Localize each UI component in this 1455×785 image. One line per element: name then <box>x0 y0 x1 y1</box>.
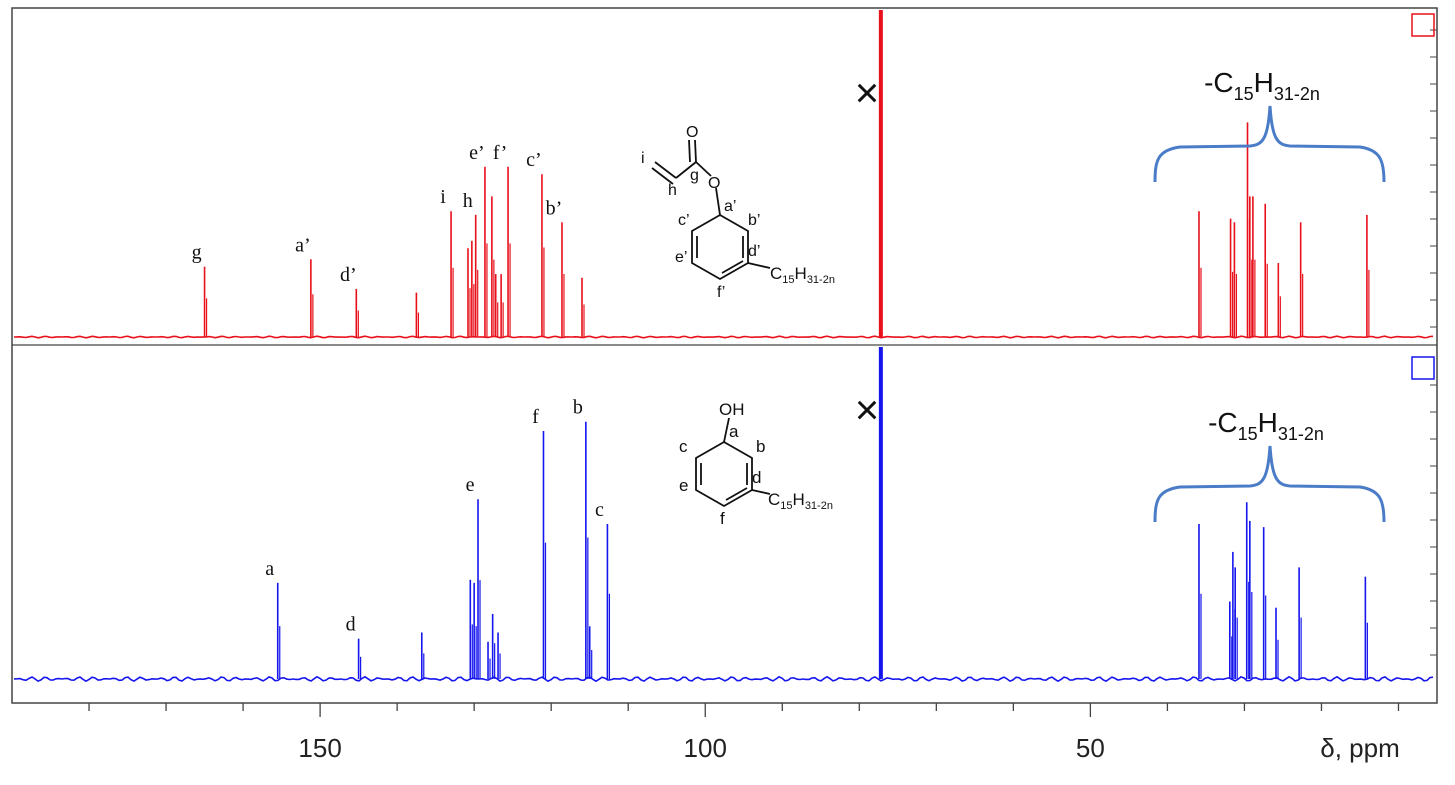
peak-label: c <box>595 499 604 521</box>
x-tick-label: 150 <box>298 733 341 763</box>
peak-label: d’ <box>340 264 357 286</box>
bottom-spectrum <box>13 347 1434 683</box>
x-axis-label: δ, ppm <box>1320 733 1400 763</box>
top-struct-f-prime: f’ <box>717 284 725 301</box>
top-struct-a-prime: a’ <box>724 198 736 215</box>
peak-label: e <box>466 474 475 496</box>
peak-label: f’ <box>493 142 507 164</box>
top-struct-sub-mid: H <box>795 264 807 283</box>
peak-label: a’ <box>295 234 311 256</box>
top-struct-sub-1: 15 <box>782 274 794 286</box>
peak-label: b <box>573 397 583 419</box>
top-struct-carbonyl-o: O <box>686 124 698 141</box>
top-struct-i: i <box>641 150 645 167</box>
bottom-bracket-mid: H <box>1258 407 1278 438</box>
top-struct-h: h <box>668 182 677 199</box>
top-struct-g: g <box>690 167 699 184</box>
peak-label: g <box>192 242 202 264</box>
bottom-struct-a: a <box>729 422 739 441</box>
peak-labels: g a’ d’ i h e’ f’ c’ b’ a d e f b c <box>192 142 604 636</box>
peak-label: f <box>532 406 539 428</box>
bottom-struct-sub-2: 31-2n <box>805 500 833 512</box>
x-axis: 150 100 50 <box>88 703 1400 763</box>
plot-frame <box>11 7 1438 704</box>
svg-text:C15H31-2n: C15H31-2n <box>770 264 835 286</box>
bottom-struct-f: f <box>720 509 725 528</box>
bottom-bracket-sub1: 15 <box>1238 424 1258 444</box>
bottom-solvent-cross: × <box>855 386 880 433</box>
x-tick-label: 50 <box>1076 733 1105 763</box>
x-tick-label: 100 <box>684 733 727 763</box>
top-panel-marker <box>1411 13 1435 37</box>
bottom-struct-sub-mid: H <box>793 490 805 509</box>
bottom-structure <box>695 417 771 508</box>
bottom-struct-d: d <box>752 468 761 487</box>
peak-label: c’ <box>526 149 542 171</box>
top-spectrum <box>13 10 1434 339</box>
bottom-alkyl-bracket: -C15H31-2n <box>1153 407 1386 523</box>
peak-label: h <box>463 190 473 212</box>
top-bracket-sub1: 15 <box>1234 84 1254 104</box>
top-struct-e-prime: e’ <box>675 249 687 266</box>
bottom-structure-labels: OH c a b d e f C15H31-2n <box>679 400 833 528</box>
bottom-bracket-prefix: -C <box>1208 407 1238 438</box>
spectrum-baseline <box>13 675 1434 683</box>
bottom-struct-sub-1: 15 <box>780 500 792 512</box>
top-bracket-mid: H <box>1254 67 1274 98</box>
bottom-bracket-sub2: 31-2n <box>1278 424 1324 444</box>
svg-text:-C15H31-2n: -C15H31-2n <box>1204 67 1320 104</box>
top-structure <box>651 139 771 281</box>
svg-text:-C15H31-2n: -C15H31-2n <box>1208 407 1324 444</box>
peak-label: b’ <box>546 197 563 219</box>
bottom-struct-c: c <box>679 437 688 456</box>
top-bracket-sub2: 31-2n <box>1274 84 1320 104</box>
svg-text:C15H31-2n: C15H31-2n <box>768 490 833 512</box>
top-struct-d-prime: d’ <box>748 243 760 260</box>
peak-label: a <box>265 558 274 580</box>
bottom-struct-oh: OH <box>719 400 745 419</box>
top-bracket-prefix: -C <box>1204 67 1234 98</box>
peak-label: e’ <box>469 142 485 164</box>
bottom-struct-b: b <box>756 437 765 456</box>
bottom-panel-marker <box>1411 356 1435 380</box>
spectrum-baseline <box>13 335 1434 339</box>
peak-label: d <box>346 614 356 636</box>
bottom-struct-sub-prefix: C <box>768 490 780 509</box>
top-alkyl-bracket: -C15H31-2n <box>1153 67 1386 183</box>
top-struct-sub-prefix: C <box>770 264 782 283</box>
top-struct-b-prime: b’ <box>748 212 760 229</box>
bottom-struct-e: e <box>679 476 688 495</box>
peak-label: i <box>440 186 446 208</box>
top-struct-c-prime: c’ <box>678 212 690 229</box>
top-struct-ether-o: O <box>708 175 720 192</box>
top-struct-sub-2: 31-2n <box>807 274 835 286</box>
top-solvent-cross: × <box>855 69 880 116</box>
top-structure-labels: O i g h O c’ a’ b’ d’ e’ f’ C15H31-2n <box>641 124 835 301</box>
right-tick-ruler <box>1430 29 1437 656</box>
